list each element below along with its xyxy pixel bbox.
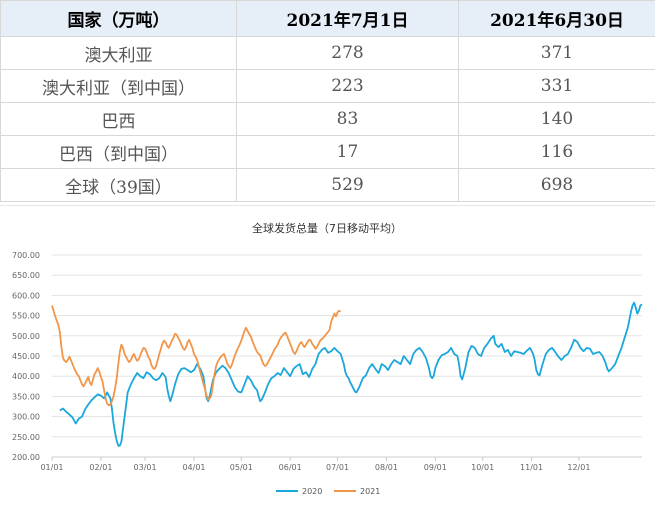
header-country: 国家（万吨） (1, 1, 237, 37)
y-tick-label: 450.00 (12, 352, 40, 361)
table-row: 澳大利亚（到中国） 223 331 (1, 70, 655, 103)
header-date-jul1: 2021年7月1日 (237, 1, 459, 37)
y-tick-label: 300.00 (12, 413, 40, 422)
x-tick-label: 06/01 (279, 463, 302, 472)
country-cell: 全球（39国） (1, 169, 237, 202)
x-tick-label: 11/01 (520, 463, 543, 472)
value-cell: 83 (237, 103, 459, 136)
country-cell: 澳大利亚（到中国） (1, 70, 237, 103)
value-cell: 223 (237, 70, 459, 103)
series-line-2020 (60, 303, 642, 446)
y-tick-label: 250.00 (12, 433, 40, 442)
x-axis: 01/01 02/01 03/01 04/01 05/01 06/01 07/01 08/01… (40, 457, 590, 472)
series-layer (52, 303, 642, 446)
data-table: 国家（万吨） 2021年7月1日 2021年6月30日 澳大利亚 278 371… (0, 0, 655, 202)
header-date-jun30: 2021年6月30日 (459, 1, 655, 37)
value-cell: 116 (459, 136, 655, 169)
country-cell: 巴西（到中国） (1, 136, 237, 169)
table-row: 澳大利亚 278 371 (1, 37, 655, 70)
series-line-2021 (52, 306, 341, 406)
line-chart: 全球发货总量（7日移动平均） 200.00 250.00 300.00 350.00 4… (0, 206, 655, 513)
value-cell: 698 (459, 169, 655, 202)
x-tick-label: 07/01 (326, 463, 349, 472)
y-tick-label: 600.00 (12, 291, 40, 300)
legend-label-2021: 2021 (360, 487, 380, 496)
table-row: 巴西 83 140 (1, 103, 655, 136)
x-tick-label: 04/01 (182, 463, 205, 472)
legend-label-2020: 2020 (302, 487, 322, 496)
legend: 2020 2021 (276, 487, 380, 496)
x-tick-label: 02/01 (89, 463, 112, 472)
country-cell: 澳大利亚 (1, 37, 237, 70)
value-cell: 331 (459, 70, 655, 103)
table-row: 巴西（到中国） 17 116 (1, 136, 655, 169)
value-cell: 140 (459, 103, 655, 136)
x-tick-label: 10/01 (471, 463, 494, 472)
value-cell: 371 (459, 37, 655, 70)
table-row: 全球（39国） 529 698 (1, 169, 655, 202)
y-tick-label: 700.00 (12, 251, 40, 260)
y-tick-label: 500.00 (12, 332, 40, 341)
y-tick-label: 400.00 (12, 372, 40, 381)
table-header-row: 国家（万吨） 2021年7月1日 2021年6月30日 (1, 1, 655, 37)
y-tick-label: 550.00 (12, 312, 40, 321)
value-cell: 278 (237, 37, 459, 70)
y-tick-label: 650.00 (12, 271, 40, 280)
value-cell: 529 (237, 169, 459, 202)
x-tick-label: 03/01 (134, 463, 157, 472)
x-tick-label: 08/01 (375, 463, 398, 472)
x-tick-label: 01/01 (40, 463, 63, 472)
x-tick-label: 05/01 (230, 463, 253, 472)
chart-area: 全球发货总量（7日移动平均） 200.00 250.00 300.00 350.00 4… (0, 205, 655, 513)
country-cell: 巴西 (1, 103, 237, 136)
y-tick-label: 200.00 (12, 453, 40, 462)
x-tick-label: 12/01 (567, 463, 590, 472)
x-tick-label: 09/01 (424, 463, 447, 472)
y-tick-label: 350.00 (12, 392, 40, 401)
value-cell: 17 (237, 136, 459, 169)
chart-title: 全球发货总量（7日移动平均） (252, 221, 402, 235)
y-axis: 200.00 250.00 300.00 350.00 400.00 450.00 500.… (12, 251, 40, 462)
